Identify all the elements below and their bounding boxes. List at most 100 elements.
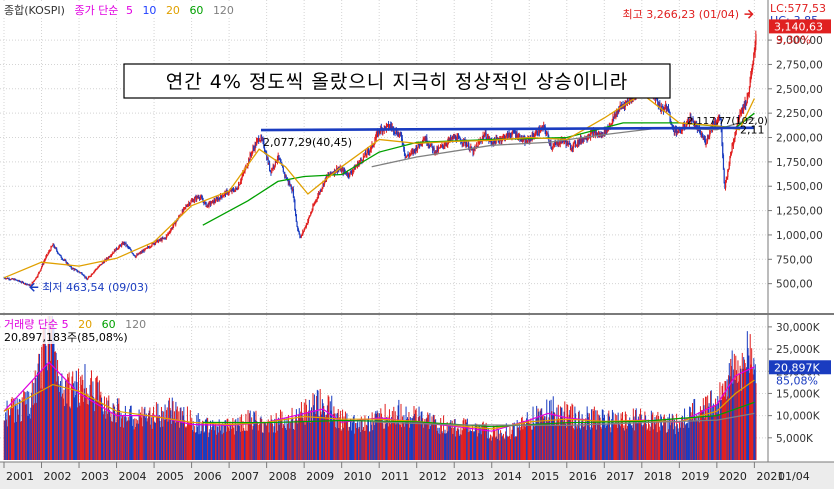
volume-bar xyxy=(300,411,302,460)
volume-bar xyxy=(616,427,618,460)
volume-bar xyxy=(376,410,378,460)
volume-bar xyxy=(583,426,585,460)
volume-bar xyxy=(97,382,99,460)
candle-body xyxy=(122,242,124,245)
candle-body xyxy=(606,127,608,133)
volume-bar xyxy=(310,410,312,460)
volume-bar xyxy=(724,381,726,460)
volume-bar xyxy=(645,423,647,460)
volume-bar xyxy=(302,417,304,460)
volume-bar xyxy=(668,429,670,460)
volume-bar xyxy=(533,422,535,460)
candle-body xyxy=(575,145,577,147)
volume-bar xyxy=(223,432,225,460)
candle-body xyxy=(315,200,317,203)
volume-bar xyxy=(589,427,591,460)
volume-bar xyxy=(419,416,421,460)
candle-body xyxy=(317,195,319,199)
candle-body xyxy=(443,145,445,148)
volume-bar xyxy=(615,424,617,460)
volume-bar xyxy=(644,411,646,460)
volume-bar xyxy=(694,398,696,460)
volume-bar xyxy=(46,363,48,460)
volume-legend-ma120: 120 xyxy=(125,318,146,331)
candle-body xyxy=(746,96,748,103)
volume-bar xyxy=(100,391,102,460)
volume-bar xyxy=(73,397,75,460)
candle-body xyxy=(82,274,84,276)
candle-body xyxy=(552,146,554,149)
volume-bar xyxy=(600,426,602,460)
volume-bar xyxy=(260,416,262,460)
volume-bar xyxy=(445,433,447,460)
candle-body xyxy=(350,171,352,173)
candle-body xyxy=(118,246,120,249)
volume-bar xyxy=(603,414,605,460)
volume-bar xyxy=(626,428,628,460)
volume-bar xyxy=(140,412,142,460)
volume-bar xyxy=(114,422,116,460)
candle-body xyxy=(598,133,600,135)
volume-bar xyxy=(171,423,173,460)
candle-body xyxy=(456,136,458,142)
candle-body xyxy=(212,200,214,204)
volume-bar xyxy=(365,430,367,460)
volume-bar xyxy=(186,426,188,460)
candle-body xyxy=(610,124,612,126)
candle-body xyxy=(389,125,391,127)
candle-body xyxy=(301,234,303,236)
volume-bar xyxy=(549,424,551,460)
volume-bar xyxy=(391,416,393,460)
candle-body xyxy=(459,137,461,140)
volume-bar xyxy=(239,416,241,460)
candle-body xyxy=(390,125,392,127)
volume-bar xyxy=(677,428,679,460)
candle-body xyxy=(578,139,580,145)
volume-bar xyxy=(128,420,130,460)
candle-body xyxy=(738,117,740,120)
volume-bar xyxy=(725,381,727,460)
volume-bar xyxy=(439,434,441,460)
volume-bar xyxy=(659,430,661,460)
volume-legend-label: 거래량 단순 5 xyxy=(4,318,69,331)
volume-bar xyxy=(142,426,144,460)
volume-bar xyxy=(435,419,437,460)
price-legend-prefix: 종가 단순 xyxy=(74,4,118,17)
candle-body xyxy=(132,252,134,254)
volume-bar xyxy=(170,410,172,460)
volume-bar xyxy=(106,397,108,460)
volume-bar xyxy=(440,424,442,460)
volume-bar xyxy=(453,419,455,460)
candle-body xyxy=(304,227,306,230)
candle-body xyxy=(554,143,556,145)
volume-bar xyxy=(192,421,194,460)
volume-bar xyxy=(508,436,510,460)
candle-body xyxy=(479,141,481,143)
candle-body xyxy=(473,148,475,155)
candle-body xyxy=(10,279,12,281)
volume-bar xyxy=(582,418,584,460)
volume-bar xyxy=(378,413,380,460)
candle-body xyxy=(89,276,91,278)
volume-bar xyxy=(484,425,486,460)
candle-body xyxy=(491,141,493,144)
volume-bar xyxy=(120,413,122,460)
candle-body xyxy=(404,150,406,154)
candle-body xyxy=(742,107,744,111)
volume-bar xyxy=(476,423,478,460)
volume-bar xyxy=(18,414,20,460)
year-tick-label: 2007 xyxy=(231,470,259,483)
volume-bar xyxy=(647,419,649,460)
volume-bar xyxy=(751,348,753,460)
candle-body xyxy=(741,111,743,113)
volume-bar xyxy=(233,434,235,460)
candle-body xyxy=(114,249,116,252)
candle-body xyxy=(488,136,490,141)
volume-bar xyxy=(4,420,6,460)
volume-bar xyxy=(13,422,15,460)
candle-body xyxy=(701,134,703,136)
volume-bar xyxy=(16,398,18,460)
candle-body xyxy=(254,148,256,150)
candle-body xyxy=(33,280,35,282)
volume-bar xyxy=(190,422,192,460)
